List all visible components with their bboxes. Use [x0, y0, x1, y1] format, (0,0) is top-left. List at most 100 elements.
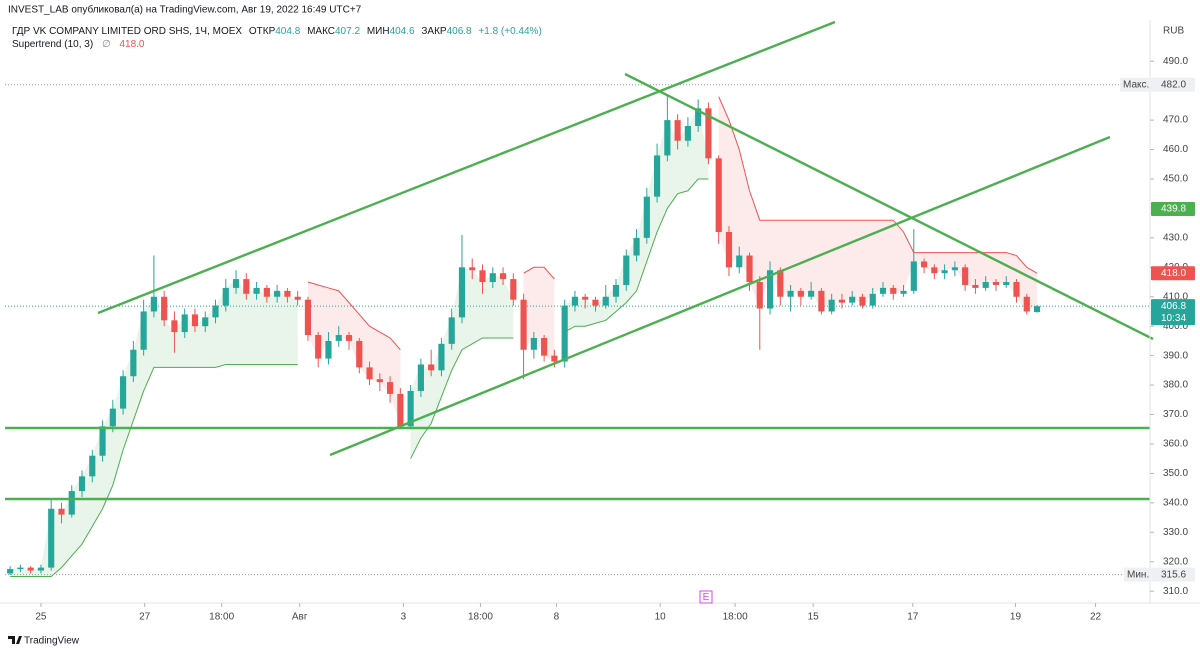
- logo: TradingView: [8, 636, 80, 647]
- candle-body: [602, 296, 609, 306]
- indicator-value: 418.0: [119, 39, 144, 50]
- candle-body: [356, 340, 363, 368]
- publisher: INVEST_LAB опубликовал(а) на TradingView…: [8, 4, 362, 16]
- candle-body: [962, 267, 969, 285]
- candle-body: [951, 267, 958, 271]
- candle-body: [499, 273, 507, 280]
- candle-body: [274, 290, 281, 297]
- y-tick-label: 430.0: [1163, 233, 1188, 244]
- candle-body: [232, 279, 240, 288]
- candle-body: [376, 379, 383, 383]
- candle-body: [397, 393, 404, 427]
- open-value: 404.8: [275, 26, 300, 37]
- high-value: 407.2: [335, 26, 360, 37]
- candle-body: [294, 296, 301, 300]
- y-tick-label: 450.0: [1163, 174, 1188, 185]
- candle-body: [428, 364, 435, 371]
- visibility-icon[interactable]: ∅: [102, 39, 111, 50]
- candle-body: [304, 299, 312, 336]
- axes: 310.0 320.0 330.0 340.0 350.0 360.0 370.0 380.0…: [35, 56, 1188, 623]
- candle-body: [643, 196, 650, 238]
- x-tick-label: 10: [655, 612, 667, 623]
- candle-body: [130, 349, 137, 377]
- x-tick-label: 8: [554, 612, 560, 623]
- candle-body: [541, 337, 548, 356]
- y-tick-label: 380.0: [1163, 380, 1188, 391]
- candle-body: [109, 408, 116, 427]
- y-tick-label: 370.0: [1163, 409, 1188, 420]
- candle-body: [972, 284, 979, 288]
- candle-body: [68, 491, 75, 515]
- candle-body: [849, 296, 856, 303]
- candle-body: [879, 287, 887, 294]
- currency: RUB: [1163, 26, 1184, 37]
- candle-body: [345, 335, 353, 341]
- candle-body: [582, 296, 589, 300]
- candle-body: [99, 426, 106, 456]
- event-marker-box[interactable]: [699, 590, 713, 604]
- x-tick-label: 19: [1010, 612, 1022, 623]
- trend-line: [329, 135, 1111, 457]
- candle-body: [1003, 282, 1010, 285]
- candle-body: [191, 314, 199, 327]
- x-tick-label: 18:00: [209, 612, 234, 623]
- trend-fill: [564, 108, 709, 333]
- candle-body: [746, 255, 753, 283]
- candle-body: [438, 343, 445, 371]
- indicator-name: Supertrend (10, 3): [12, 39, 93, 50]
- candle-body: [828, 299, 835, 312]
- candle-body: [931, 267, 938, 274]
- y-tick-label: 330.0: [1163, 527, 1188, 538]
- candle-body: [551, 355, 558, 362]
- trend-fill: [718, 96, 1038, 312]
- price-tags: 482.0 Макс. 315.6 Мин. 439.8 418.0 406.810:34: [1120, 77, 1195, 582]
- candle-body: [900, 290, 907, 294]
- y-tick-label: 490.0: [1163, 56, 1188, 67]
- candle-body: [222, 287, 229, 306]
- candle-body: [818, 290, 825, 312]
- min-label: Мин.: [1127, 569, 1149, 580]
- min-tag: 315.6: [1161, 569, 1186, 580]
- candle-body: [448, 317, 455, 344]
- candle-body: [243, 279, 250, 294]
- footer-text: TradingView: [24, 636, 80, 647]
- high-label: МАКС: [307, 26, 335, 37]
- countdown: 10:34: [1161, 313, 1186, 324]
- x-tick-label: 18:00: [468, 612, 493, 623]
- candle-body: [664, 120, 671, 156]
- candle-body: [1033, 306, 1041, 313]
- candle-body: [674, 120, 681, 141]
- max-tag: 482.0: [1161, 79, 1186, 90]
- candle-body: [78, 476, 86, 492]
- candle-body: [756, 282, 763, 309]
- max-tag-box: [1151, 77, 1195, 92]
- candle-body: [654, 155, 661, 197]
- candle-body: [612, 284, 620, 297]
- candle-body: [736, 255, 743, 268]
- candle-body: [417, 364, 424, 391]
- supertrend-tag: 418.0: [1161, 268, 1186, 279]
- candle-body: [859, 296, 866, 306]
- candle-body: [17, 567, 24, 570]
- y-tick-label: 460.0: [1163, 144, 1188, 155]
- change: +1.8 (+0.44%): [478, 26, 541, 37]
- y-tick-label: 320.0: [1163, 556, 1188, 567]
- last-price-tag: 406.8: [1161, 301, 1186, 312]
- drawings: [5, 20, 1154, 501]
- event-marker[interactable]: E: [703, 592, 710, 603]
- candle-body: [37, 567, 45, 571]
- candle-body: [910, 261, 917, 291]
- candle-body: [89, 455, 96, 477]
- candle-body: [1023, 296, 1030, 312]
- candle-body: [571, 296, 579, 306]
- y-tick-label: 360.0: [1163, 439, 1188, 450]
- candle-body: [510, 279, 517, 300]
- trend-line: [624, 72, 1154, 341]
- candle-body: [561, 305, 568, 362]
- x-tick-label: 3: [401, 612, 407, 623]
- candle-body: [366, 367, 373, 380]
- candle-body: [263, 287, 270, 297]
- supertrend-tag-box: [1151, 266, 1195, 281]
- candle-body: [171, 320, 178, 333]
